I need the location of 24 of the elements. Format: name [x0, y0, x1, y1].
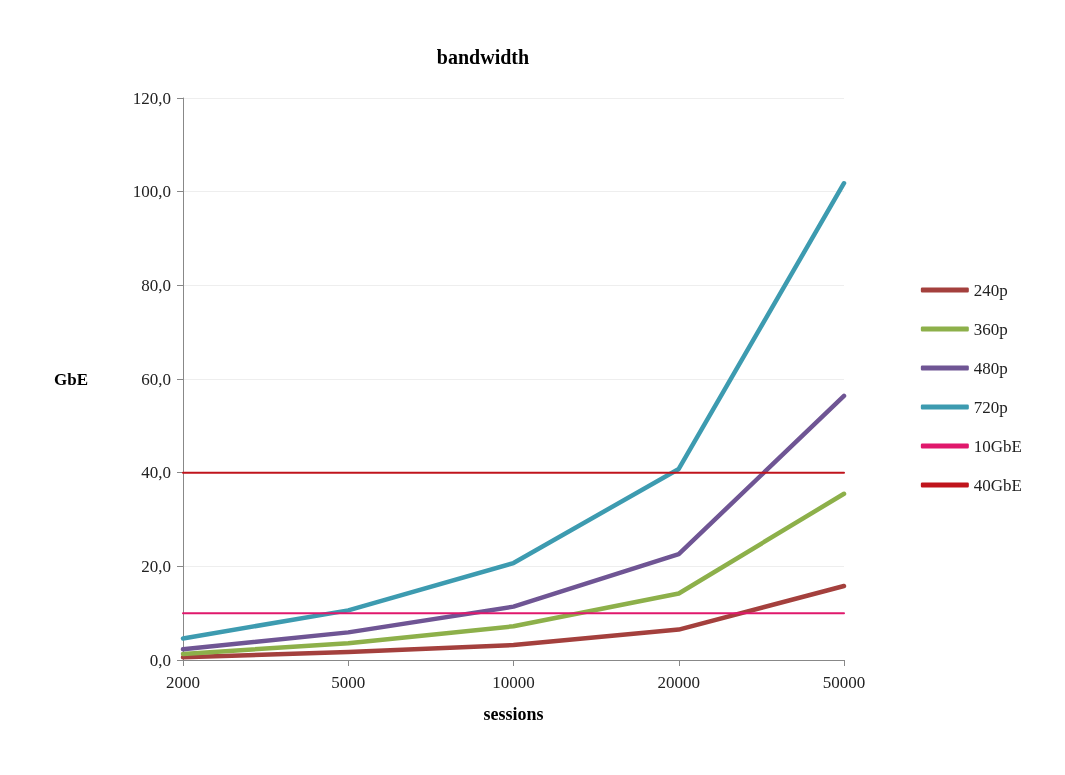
y-tick-label: 20,0 [141, 556, 171, 576]
x-tick-label: 5000 [331, 673, 366, 692]
x-tick-label: 20000 [657, 673, 700, 692]
legend-label: 10GbE [973, 436, 1023, 456]
y-tick-label: 60,0 [141, 369, 171, 389]
y-axis-title: GbE [53, 369, 88, 389]
y-tick-label: 40,0 [141, 463, 171, 483]
x-axis-title: sessions [483, 704, 544, 724]
line-series [180, 180, 847, 641]
y-tick-label: 100,0 [132, 182, 171, 202]
legend-label: 480p [973, 358, 1008, 378]
x-tick-label: 2000 [166, 673, 200, 692]
y-tick-label: 120,0 [132, 88, 171, 108]
x-tick-label: 50000 [822, 673, 866, 692]
legend-label: 720p [973, 397, 1008, 417]
x-tick-label: 10000 [492, 673, 535, 692]
y-tick-label: 80,0 [141, 275, 171, 295]
legend-label: 40GbE [973, 475, 1023, 495]
chart-title: bandwidth [436, 46, 530, 68]
line-series [180, 491, 847, 657]
legend-label: 360p [973, 319, 1008, 339]
y-tick-label: 0,0 [149, 650, 171, 670]
line-series [180, 393, 847, 652]
legend-label: 240p [973, 280, 1008, 300]
